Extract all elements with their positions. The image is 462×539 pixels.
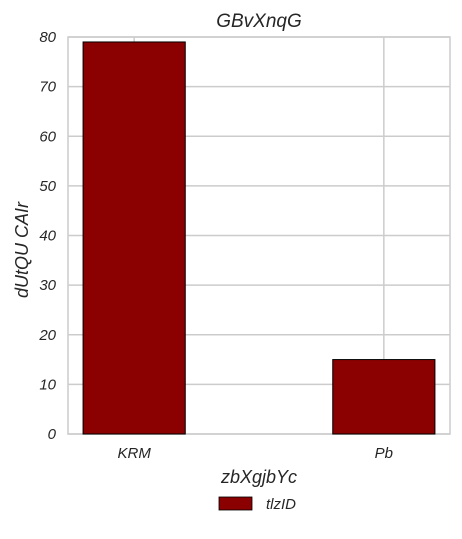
y-tick-label: 0 <box>48 426 57 443</box>
bars <box>82 41 436 435</box>
y-tick-label: 70 <box>39 79 56 96</box>
y-tick-label: 10 <box>39 376 56 393</box>
y-tick-label: 40 <box>39 228 56 245</box>
y-tick-label: 30 <box>39 277 56 294</box>
y-tick-label: 20 <box>38 327 56 344</box>
bar-pb <box>332 359 436 435</box>
y-tick-label: 60 <box>39 128 56 145</box>
y-tick-label: 50 <box>39 178 56 195</box>
x-axis-label: zbXgjbYc <box>220 467 297 487</box>
x-tick-label: KRM <box>117 445 151 462</box>
plot-frame <box>67 36 451 435</box>
y-tick-label: 80 <box>39 29 56 46</box>
y-tick-labels: 0 10 20 30 40 50 60 70 80 <box>38 29 56 443</box>
y-axis-label: dUtQU CAIr <box>12 201 32 298</box>
legend-swatch <box>218 496 253 511</box>
legend-label: tlzID <box>266 496 296 513</box>
chart-title: GBvXnqG <box>216 11 302 32</box>
legend: tlzID <box>218 496 296 513</box>
bar-krm <box>82 41 186 435</box>
x-tick-label: Pb <box>375 445 393 462</box>
x-tick-labels: KRM Pb <box>117 445 393 462</box>
